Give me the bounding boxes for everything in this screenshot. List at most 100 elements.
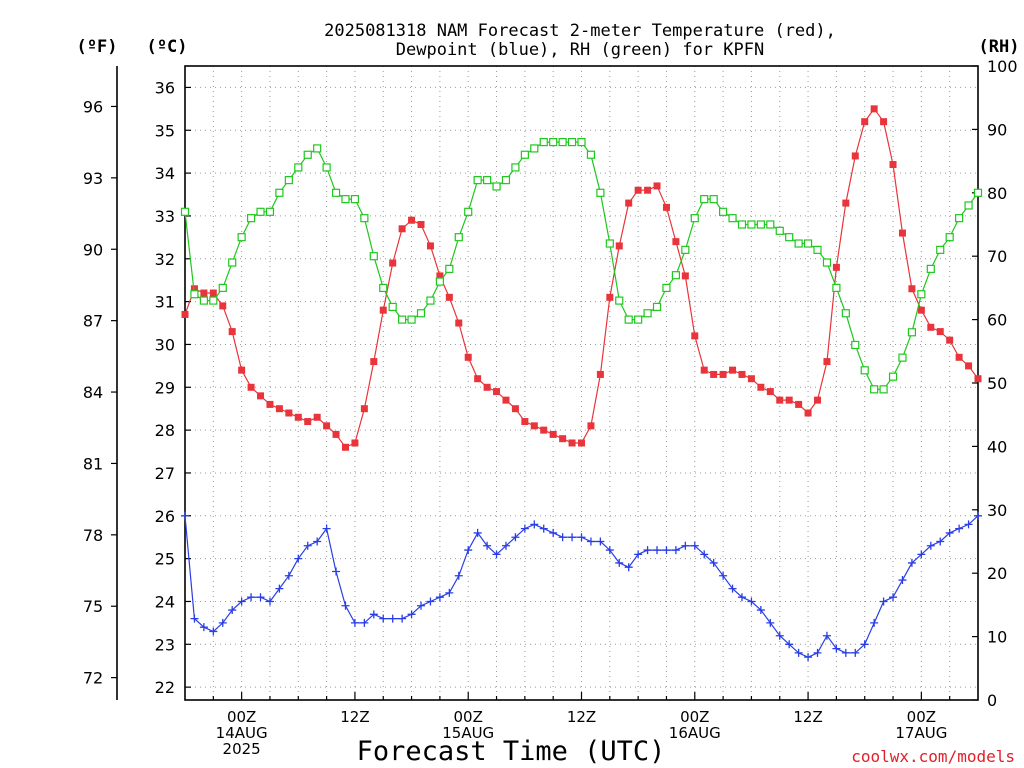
dewpoint-point [369,610,378,619]
temperature-point [445,293,453,301]
rh-point [237,233,246,242]
fahrenheit-tick-label: 72 [83,669,103,688]
rh-point [662,283,671,292]
rh-point [539,137,548,147]
rh-point [728,214,737,223]
rh-point [294,163,303,172]
dewpoint-point [879,597,888,606]
x-tick-label: 12Z [793,708,822,726]
rh-point [973,188,983,197]
temperature-point [700,366,708,374]
temperature-point [493,388,501,396]
dewpoint-point [530,520,539,529]
temperature-point [766,388,774,396]
dewpoint-point [653,546,662,555]
celsius-tick-label: 33 [155,207,175,226]
dewpoint-point [426,597,435,606]
temperature-point [238,366,246,374]
rh-point [190,290,199,299]
dewpoint-point [379,614,388,623]
temperature-point [974,375,982,383]
temperature-point [408,216,416,224]
dewpoint-point [709,558,718,567]
temperature-point [521,418,529,426]
dewpoint-point [841,648,850,657]
rh-tick-label: 90 [987,120,1007,139]
fahrenheit-tick-label: 81 [83,454,103,473]
temperature-point [776,396,784,404]
rh-tick-label: 50 [987,374,1007,393]
rh-point [246,214,256,223]
rh-point [945,233,954,242]
rh-point [785,233,794,242]
temperature-point [530,422,538,430]
temperature-point [880,118,888,126]
rh-point [350,195,360,204]
rh-point [596,188,605,197]
dewpoint-point [945,528,954,537]
celsius-tick-label: 31 [155,293,175,312]
temperature-point [228,328,236,336]
temperature-point [625,199,633,207]
x-tick-label: 2025 [223,740,261,758]
rh-point [719,207,728,216]
temperature-point [757,383,765,391]
dewpoint-point [737,593,746,602]
rh-point [860,366,869,375]
rh-point [492,182,501,191]
rh-point [199,296,208,305]
fahrenheit-tick-label: 78 [83,526,103,545]
rh-point [709,195,718,204]
temperature-point [927,323,935,331]
rh-point [369,252,378,261]
rh-tick-label: 80 [987,184,1007,203]
temperature-point [341,443,349,451]
rh-point [794,239,803,248]
dewpoint-point [332,567,341,576]
temperature-point [511,405,519,413]
rh-point [464,207,473,216]
temperature-point [917,306,925,314]
rh-point [936,245,945,254]
dewpoint-point [209,627,218,636]
temperature-point [209,289,217,297]
celsius-tick-label: 29 [155,378,175,397]
rh-point [454,233,463,242]
temperature-point [898,229,906,237]
dewpoint-point [199,623,208,632]
celsius-tick-label: 26 [155,507,175,526]
dewpoint-point [417,601,426,610]
rh-tick-label: 60 [987,311,1007,330]
rh-point [964,201,973,210]
temperature-point [275,405,283,413]
temperature-point [200,289,208,297]
dewpoint-point [700,550,709,559]
dewpoint-point [218,618,227,627]
rh-point [841,309,850,318]
dewpoint-point [303,541,312,550]
rh-point [851,340,860,350]
temperature-point [549,430,557,438]
credit-link[interactable]: coolwx.com/models [851,747,1015,766]
rh-point [341,195,350,204]
temperature-point [360,405,368,413]
dewpoint-point [181,511,189,520]
dewpoint-point [549,528,558,537]
rh-point [256,207,265,216]
dewpoint-point [860,640,869,649]
celsius-tick-label: 32 [155,250,175,269]
rh-point [275,188,284,197]
temperature-point [304,418,312,426]
rh-point [643,309,652,318]
celsius-tick-label: 28 [155,421,175,440]
celsius-tick-label: 34 [155,164,175,183]
rh-point [737,220,747,229]
dewpoint-point [747,597,756,606]
rh-tick-label: 20 [987,564,1007,583]
celsius-tick-label: 27 [155,464,175,483]
rh-point [313,144,322,153]
dewpoint-point [398,614,407,623]
x-tick-label: 17AUG [895,724,947,742]
celsius-tick-label: 35 [155,121,175,140]
fahrenheit-tick-label: 96 [83,97,103,116]
